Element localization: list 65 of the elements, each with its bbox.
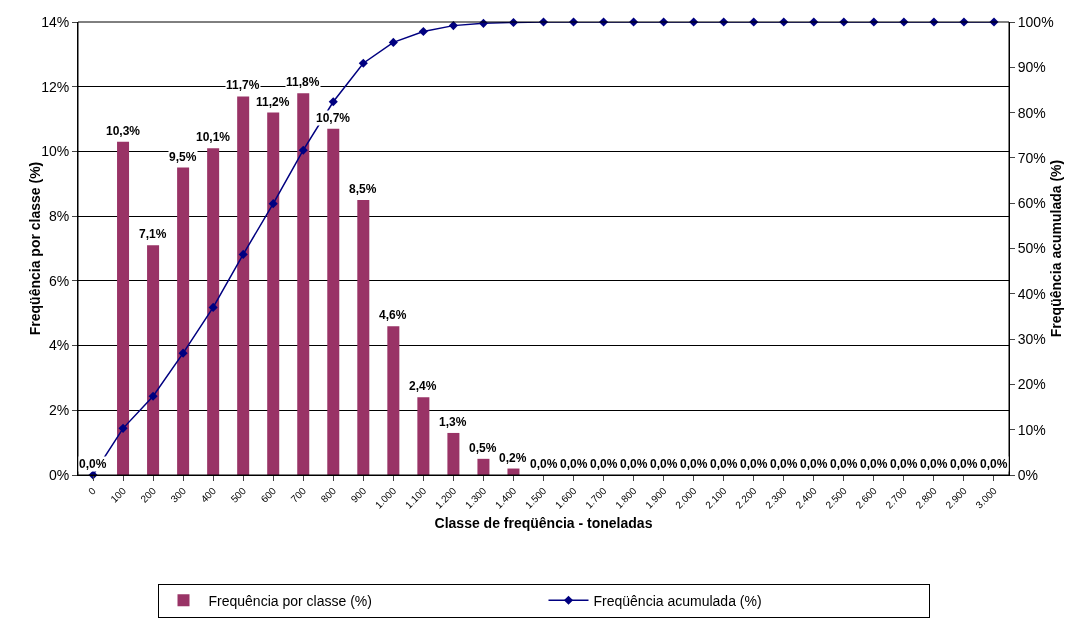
data-label: 4,6% [379,308,407,322]
x-tick-label: 400 [198,484,219,505]
legend-label: Freqüência acumulada (%) [593,592,762,609]
data-label: 1,3% [439,415,467,429]
data-label: 9,5% [169,150,197,164]
data-label: 0,0% [770,457,798,471]
data-label: 0,0% [79,457,107,471]
x-tick-label: 700 [288,484,309,505]
y2-tick-label: 10% [1017,421,1046,438]
data-label: 0,0% [590,457,618,471]
data-label: 0,0% [950,457,978,471]
x-tick-label: 800 [318,484,339,505]
data-label: 10,7% [316,111,351,125]
y-tick-label: 8% [48,208,70,225]
data-label: 0,0% [560,457,588,471]
data-label: 0,0% [890,457,918,471]
x-tick-label: 200 [138,484,159,505]
y-tick-label: 14% [41,13,70,30]
y2-tick-label: 60% [1017,195,1046,212]
data-label: 0,0% [710,457,738,471]
y2-tick-label: 90% [1017,59,1046,76]
y2-tick-label: 100% [1017,13,1054,30]
data-label: 0,0% [620,457,648,471]
y2-tick-label: 30% [1017,331,1046,347]
y-tick-label: 2% [48,402,70,419]
data-label: 11,2% [256,95,290,109]
y-axis-title: Freqüência por classe (%) [27,161,43,336]
data-label: 11,8% [286,75,320,89]
x-tick-label: 100 [108,484,129,505]
x-tick-label: 300 [168,484,189,505]
data-label: 0,0% [680,457,708,471]
data-label: 8,5% [349,182,377,196]
y-tick-label: 12% [41,78,70,95]
data-label: 0,0% [650,457,678,471]
y2-axis-title: Freqüência acumulada (%) [1047,159,1064,338]
y2-tick-label: 50% [1017,240,1046,257]
data-label: 0,0% [830,457,858,471]
data-label: 0,0% [800,457,828,471]
data-label: 11,7% [226,78,260,92]
y-tick-label: 4% [48,337,70,354]
y2-tick-label: 80% [1017,104,1046,121]
y2-tick-label: 20% [1017,376,1046,393]
data-label: 0,0% [740,457,768,471]
y2-tick-label: 70% [1017,149,1046,166]
data-label: 7,1% [139,227,167,241]
y2-tick-label: 0% [1017,466,1039,483]
data-label: 0,2% [499,451,527,465]
y-tick-label: 6% [48,272,70,289]
x-tick-label: 0 [86,484,99,497]
data-label: 0,5% [469,441,497,455]
x-tick-label: 900 [348,484,369,505]
legend-label: Frequência por classe (%) [208,592,372,609]
y-tick-label: 0% [48,466,70,483]
y2-tick-label: 40% [1017,285,1046,302]
data-label: 0,0% [530,457,558,471]
data-label: 0,0% [980,457,1008,471]
data-label: 0,0% [860,457,888,471]
x-tick-label: 500 [228,484,249,505]
data-label: 2,4% [409,379,437,393]
x-axis-title: Classe de freqüência - toneladas [434,514,653,531]
y-tick-label: 10% [41,143,70,160]
x-tick-label: 600 [258,484,279,505]
data-label: 0,0% [920,457,948,471]
data-label: 10,1% [196,130,231,144]
data-label: 10,3% [106,124,141,138]
